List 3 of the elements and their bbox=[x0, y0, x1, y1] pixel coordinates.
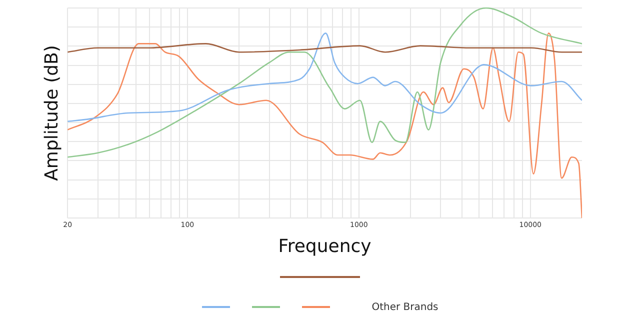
text: Other Brands bbox=[372, 302, 438, 312]
y-axis-title: Amplitude (dB) bbox=[41, 45, 62, 181]
x-axis-title: Frequency bbox=[278, 236, 372, 257]
